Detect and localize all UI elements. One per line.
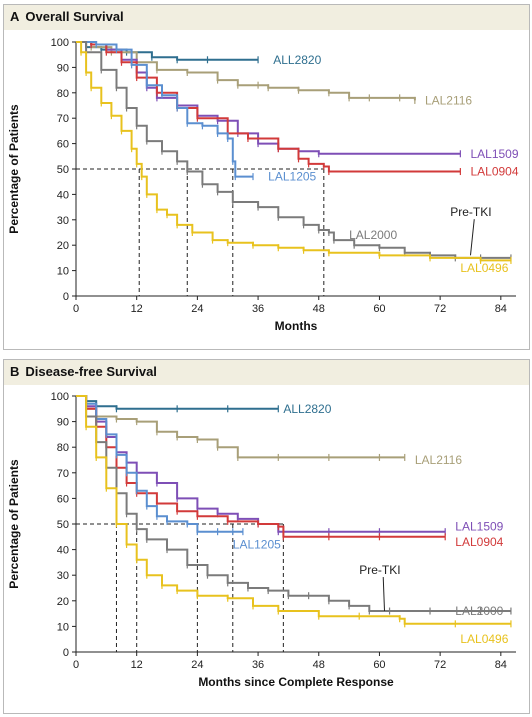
p0-series-label-all2820: ALL2820 (273, 53, 321, 67)
p0-series-label-lal1509: LAL1509 (470, 147, 518, 161)
overall-survival-chart: 0 10 20 30 40 50 60 70 80 90 100 0 12 24 36 48 60 72 84 Mon… (7, 37, 519, 333)
p1-series-label-lal2116: LAL2116 (415, 453, 462, 467)
p1-y-tick-label: 20 (57, 596, 69, 608)
p0-y-tick-label: 50 (57, 164, 69, 176)
p1-series-label-all2820: ALL2820 (283, 402, 331, 416)
p0-y-axis-label: Percentage of Patients (7, 104, 21, 234)
p1-x-tick-label: 72 (434, 659, 446, 671)
p0-series-label-lal0904: LAL0904 (470, 165, 518, 179)
p0-x-tick-label: 12 (131, 303, 143, 315)
p1-y-tick-label: 70 (57, 468, 69, 480)
overall-survival-panel: A Overall Survival 0 10 20 30 40 50 60 70 80 90 100… (3, 4, 530, 350)
p1-series-line-lal0496 (76, 395, 511, 625)
p0-y-tick-label: 0 (63, 291, 69, 303)
p1-pre-tki-callout-label: Pre-TKI (359, 563, 400, 577)
p0-series-line-lal1205 (76, 41, 253, 178)
p1-y-tick-label: 0 (63, 647, 69, 659)
panel-b-title: B Disease-free Survival (10, 364, 157, 379)
p1-x-tick-label: 24 (191, 659, 203, 671)
p1-series-line-lal0904 (76, 395, 446, 538)
panel-a-header: A Overall Survival (4, 5, 529, 30)
p1-y-tick-label: 60 (57, 493, 69, 505)
p1-y-tick-label: 30 (57, 570, 69, 582)
p0-y-tick-label: 40 (57, 189, 69, 201)
p0-x-axis-label: Months (275, 319, 318, 333)
p1-x-axis-label: Months since Complete Response (198, 675, 394, 689)
p1-y-axis-label: Percentage of Patients (7, 459, 21, 589)
p1-series-line-lal1509 (76, 395, 446, 533)
panel-b-letter: B (10, 364, 20, 379)
p1-series-line-lal1205 (76, 395, 243, 533)
p0-x-tick-label: 36 (252, 303, 264, 315)
p1-series-label-lal0496: LAL0496 (460, 632, 508, 646)
p0-y-tick-label: 70 (57, 113, 69, 125)
p0-series-label-lal2000: LAL2000 (349, 228, 397, 242)
p0-series-label-lal2116: LAL2116 (425, 93, 472, 107)
p1-pre-tki-callout-pointer (382, 577, 386, 612)
p0-y-tick-label: 90 (57, 62, 69, 74)
p1-y-tick-label: 90 (57, 417, 69, 429)
p0-y-tick-label: 80 (57, 88, 69, 100)
p0-series-label-lal0496: LAL0496 (460, 261, 508, 275)
p1-x-tick-label: 84 (495, 659, 507, 671)
p0-y-tick-label: 20 (57, 240, 69, 252)
p1-x-tick-label: 12 (131, 659, 143, 671)
p1-x-tick-label: 60 (373, 659, 385, 671)
p0-x-tick-label: 0 (73, 303, 79, 315)
p0-x-tick-label: 84 (495, 303, 507, 315)
p1-x-tick-label: 0 (73, 659, 79, 671)
p0-x-tick-label: 72 (434, 303, 446, 315)
p1-x-tick-label: 48 (313, 659, 325, 671)
panel-a-letter: A (10, 9, 20, 24)
p0-pre-tki-callout-pointer (469, 219, 475, 256)
panel-a-title-text: Overall Survival (25, 9, 124, 24)
p1-y-tick-label: 40 (57, 545, 69, 557)
p1-x-tick-label: 36 (252, 659, 264, 671)
p0-x-tick-label: 24 (191, 303, 203, 315)
p0-series-line-lal2000 (76, 41, 511, 259)
p1-y-tick-label: 80 (57, 442, 69, 454)
p0-series-label-lal1205: LAL1205 (268, 170, 316, 184)
p0-series-line-lal0904 (76, 41, 461, 173)
p0-y-tick-label: 100 (51, 37, 69, 49)
p1-y-tick-label: 10 (57, 621, 69, 633)
disease-free-survival-panel: B Disease-free Survival 0 10 20 30 40 50 60 70 80… (3, 359, 530, 714)
p0-x-tick-label: 48 (313, 303, 325, 315)
p0-x-tick-label: 60 (373, 303, 385, 315)
p0-y-tick-label: 60 (57, 139, 69, 151)
p0-y-tick-label: 30 (57, 215, 69, 227)
disease-free-survival-chart: 0 10 20 30 40 50 60 70 80 90 100 0 12 24 36 48 60 72 84 Mon… (7, 391, 516, 689)
panel-b-header: B Disease-free Survival (4, 360, 529, 385)
panel-a-title: A Overall Survival (10, 9, 124, 24)
p0-y-tick-label: 10 (57, 266, 69, 278)
p1-y-tick-label: 50 (57, 519, 69, 531)
p1-series-line-lal2000 (76, 395, 511, 612)
p0-pre-tki-callout-label: Pre-TKI (450, 205, 491, 219)
p1-y-tick-label: 100 (51, 391, 69, 403)
panel-b-title-text: Disease-free Survival (25, 364, 157, 379)
p0-series-line-lal0496 (76, 41, 511, 262)
p1-series-label-lal2000: LAL2000 (455, 604, 503, 618)
p1-series-label-lal1205: LAL1205 (233, 537, 281, 551)
p1-series-line-lal2116 (76, 395, 405, 459)
p1-series-label-lal0904: LAL0904 (455, 535, 503, 549)
p1-series-label-lal1509: LAL1509 (455, 520, 503, 534)
